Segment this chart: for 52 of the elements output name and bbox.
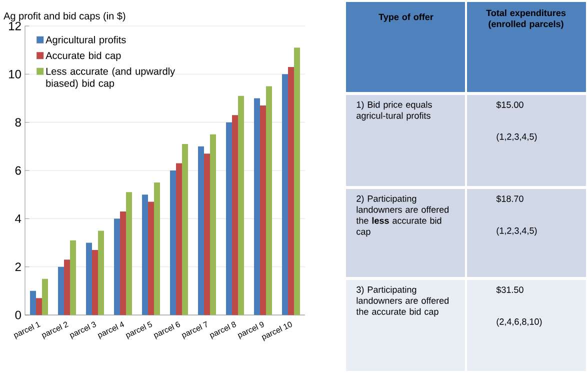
- y-tick-label: 12: [9, 22, 21, 30]
- text: 1) Bid price equals agricul-tural profits: [356, 101, 432, 121]
- y-tick-label: 4: [15, 214, 22, 223]
- y-tick-label: 10: [9, 70, 21, 78]
- bar: [282, 74, 288, 315]
- text: Total expenditures (enrolled parcels): [486, 10, 566, 29]
- y-axis-title: Ag profit and bid caps (in $): [4, 12, 126, 22]
- bar: [42, 278, 48, 315]
- bar: [288, 66, 294, 315]
- y-tick-label: 0: [15, 310, 22, 320]
- bar: [232, 115, 238, 315]
- bar: [148, 202, 154, 315]
- bar: [210, 134, 216, 315]
- bar: [204, 154, 210, 315]
- y-tick-label: 8: [15, 118, 21, 127]
- legend-label: Agricultural profits: [46, 36, 126, 46]
- bar: [30, 290, 36, 315]
- bar: [120, 211, 126, 315]
- bar: [260, 105, 266, 315]
- bar: [58, 266, 64, 315]
- text: (1,2,3,4,5): [496, 227, 537, 236]
- bar: [126, 192, 132, 315]
- bar: [198, 146, 204, 315]
- bar: [64, 260, 70, 315]
- bar: [36, 298, 42, 315]
- text: Type of offer: [378, 14, 434, 22]
- y-tick-label: 6: [15, 166, 21, 175]
- bar: [154, 182, 160, 315]
- text: $15.00: [496, 101, 524, 108]
- bar: [266, 86, 272, 315]
- text: 2) Participating landowners are offered the less accurate bid cap: [356, 195, 448, 237]
- legend-label: Less accurate (and upwardly biased) bid cap: [46, 67, 176, 89]
- bar: [114, 218, 120, 315]
- bar: [182, 144, 188, 315]
- text: $18.70: [496, 195, 524, 202]
- bar: [254, 98, 260, 315]
- bar: [238, 96, 244, 315]
- bar: [86, 242, 92, 315]
- text: $31.50: [496, 286, 524, 294]
- bar: [170, 170, 176, 315]
- bar: [142, 194, 148, 315]
- bar: [294, 48, 300, 315]
- y-tick-label: 2: [15, 262, 21, 272]
- bar: [98, 230, 104, 315]
- bar: [226, 122, 232, 315]
- bar: [176, 163, 182, 315]
- bar: [92, 250, 98, 315]
- text: 3) Participating landowners are offered the accurate bid cap: [356, 286, 448, 317]
- text: (1,2,3,4,5): [496, 133, 537, 142]
- legend-label: Accurate bid cap: [46, 52, 121, 62]
- bar: [70, 240, 76, 315]
- text: (2,4,6,8,10): [496, 318, 542, 327]
